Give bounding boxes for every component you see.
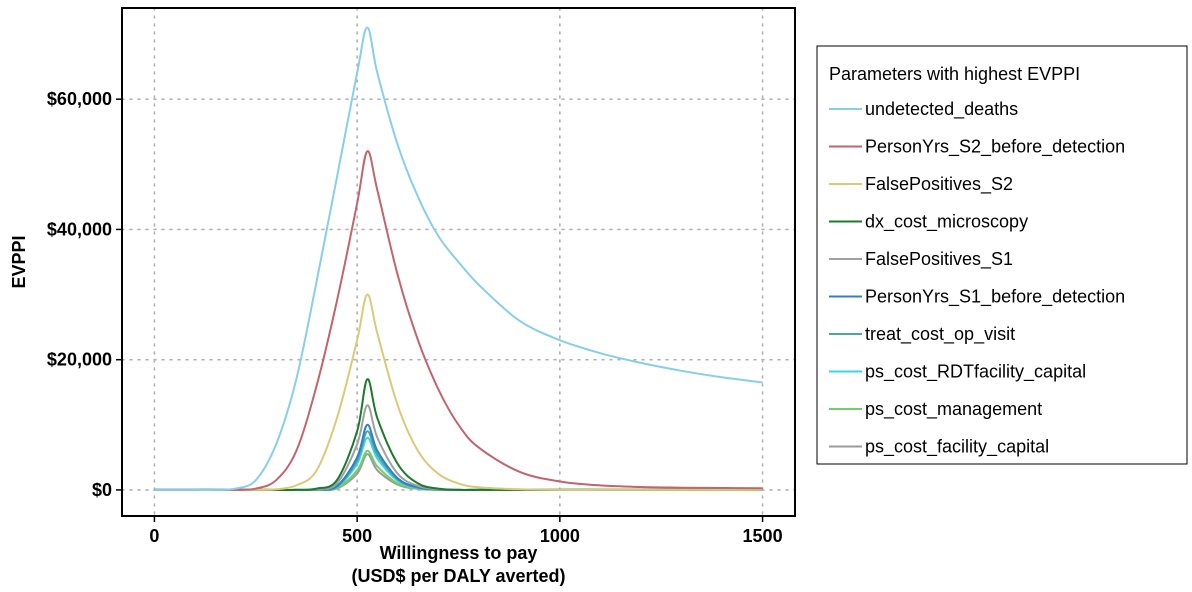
- legend-label: ps_cost_facility_capital: [865, 437, 1049, 458]
- y-axis-title: EVPPI: [9, 235, 29, 288]
- x-tick-label: 0: [149, 526, 159, 546]
- legend-label: PersonYrs_S1_before_detection: [865, 287, 1125, 308]
- series-line-ps-cost-rdtfacility-capital: [154, 436, 763, 491]
- legend-label: undetected_deaths: [865, 99, 1018, 120]
- series-line-dx-cost-microscopy: [154, 378, 763, 492]
- y-tick-label: $60,000: [47, 89, 112, 109]
- x-axis-title: Willingness to pay: [380, 543, 538, 563]
- series-lines: [154, 26, 763, 492]
- y-tick-label: $0: [92, 480, 112, 500]
- x-tick-label: 1000: [540, 526, 580, 546]
- legend-items: undetected_deaths PersonYrs_S2_before_det…: [829, 99, 1125, 458]
- y-tick-label: $40,000: [47, 219, 112, 239]
- legend-label: treat_cost_op_visit: [865, 324, 1015, 345]
- axis-ticks: 0 500 1000 1500 $0 $20,000 $40,000 $60,000: [47, 89, 783, 546]
- legend: Parameters with highest EVPPI undetected…: [816, 45, 1188, 465]
- legend-box: [816, 45, 1188, 465]
- legend-label: ps_cost_RDTfacility_capital: [865, 362, 1086, 383]
- legend-label: FalsePositives_S1: [865, 249, 1013, 270]
- y-tick-label: $20,000: [47, 350, 112, 370]
- x-axis-title-line2: (USD$ per DALY averted): [351, 566, 565, 586]
- series-line-personyrs-s1-before-detection: [154, 423, 763, 492]
- plot-frame: [121, 7, 796, 517]
- series-line-personyrs-s2-before-detection: [154, 150, 763, 492]
- series-line-treat-cost-op-visit: [154, 430, 763, 491]
- series-line-undetected-deaths: [154, 26, 763, 492]
- series-line-ps-cost-facility-capital: [154, 453, 763, 492]
- legend-label: ps_cost_management: [865, 399, 1042, 420]
- series-line-falsepositives-s2: [154, 293, 763, 491]
- legend-label: FalsePositives_S2: [865, 174, 1013, 195]
- series-line-falsepositives-s1: [154, 404, 763, 491]
- x-tick-label: 500: [342, 526, 372, 546]
- legend-label: PersonYrs_S2_before_detection: [865, 137, 1125, 158]
- x-tick-label: 1500: [743, 526, 783, 546]
- legend-label: dx_cost_microscopy: [865, 212, 1028, 233]
- legend-title: Parameters with highest EVPPI: [829, 64, 1080, 84]
